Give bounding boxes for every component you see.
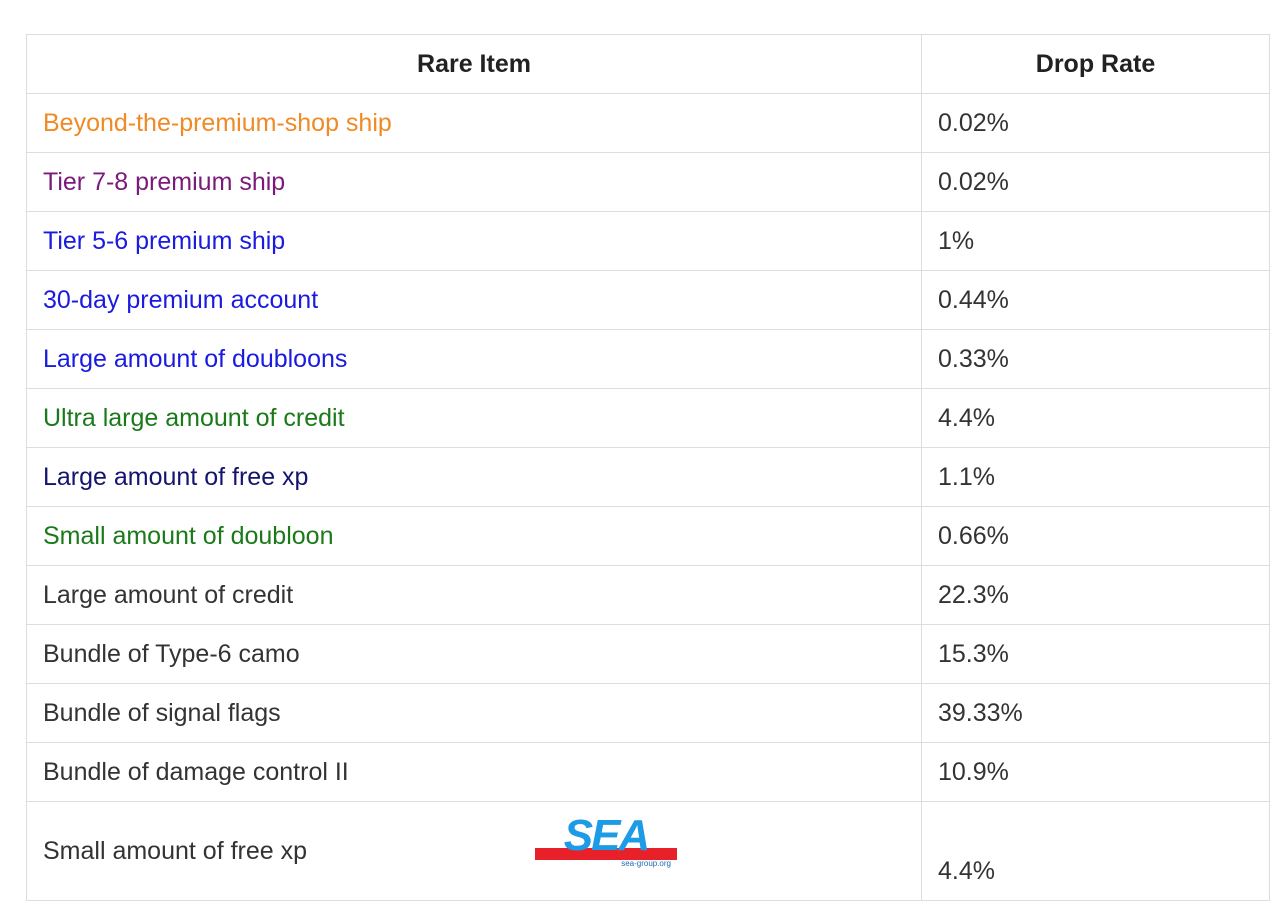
table-row: Large amount of free xp 1.1% [26, 447, 1270, 507]
table-row: Beyond-the-premium-shop ship 0.02% [26, 93, 1270, 153]
drop-rate: 0.66% [921, 506, 1270, 566]
item-name: Large amount of credit [26, 565, 922, 625]
item-name: Small amount of doubloon [26, 506, 922, 566]
drop-rate: 4.4% [921, 388, 1270, 448]
item-name: Bundle of signal flags [26, 683, 922, 743]
drop-rate: 4.4% [921, 801, 1270, 901]
table-row: Small amount of doubloon 0.66% [26, 506, 1270, 566]
item-name: Large amount of free xp [26, 447, 922, 507]
item-name: Ultra large amount of credit [26, 388, 922, 448]
drop-rate: 0.33% [921, 329, 1270, 389]
item-name: 30-day premium account [26, 270, 922, 330]
table-row: Ultra large amount of credit 4.4% [26, 388, 1270, 448]
drop-rate: 0.44% [921, 270, 1270, 330]
header-rare-item: Rare Item [26, 34, 922, 94]
header-drop-rate: Drop Rate [921, 34, 1270, 94]
drop-rate: 39.33% [921, 683, 1270, 743]
item-name: Small amount of free xp [43, 836, 308, 865]
svg-text:sea-group.org: sea-group.org [621, 859, 671, 868]
table-row: Bundle of signal flags 39.33% [26, 683, 1270, 743]
drop-rate: 0.02% [921, 93, 1270, 153]
table-row: Small amount of free xp SEA sea-group.or… [26, 801, 1270, 901]
table-row: Bundle of damage control II 10.9% [26, 742, 1270, 802]
drop-rate: 10.9% [921, 742, 1270, 802]
drop-rate: 22.3% [921, 565, 1270, 625]
item-name: Large amount of doubloons [26, 329, 922, 389]
drop-rate: 1.1% [921, 447, 1270, 507]
table-row: 30-day premium account 0.44% [26, 270, 1270, 330]
drop-rate: 1% [921, 211, 1270, 271]
table-header-row: Rare Item Drop Rate [26, 34, 1270, 94]
item-name: Bundle of damage control II [26, 742, 922, 802]
sea-group-logo: SEA sea-group.org [535, 811, 677, 868]
item-name: Tier 7-8 premium ship [26, 152, 922, 212]
item-name: Beyond-the-premium-shop ship [26, 93, 922, 153]
drop-rate: 0.02% [921, 152, 1270, 212]
drop-rate-table-container: Rare Item Drop Rate Beyond-the-premium-s… [26, 34, 1270, 901]
item-name-cell: Small amount of free xp SEA sea-group.or… [26, 801, 922, 901]
table-row: Large amount of doubloons 0.33% [26, 329, 1270, 389]
svg-text:SEA: SEA [564, 811, 648, 860]
table-row: Bundle of Type-6 camo 15.3% [26, 624, 1270, 684]
drop-rate: 15.3% [921, 624, 1270, 684]
item-name: Tier 5-6 premium ship [26, 211, 922, 271]
drop-rate-table: Rare Item Drop Rate Beyond-the-premium-s… [26, 34, 1270, 901]
item-name: Bundle of Type-6 camo [26, 624, 922, 684]
table-row: Large amount of credit 22.3% [26, 565, 1270, 625]
table-row: Tier 5-6 premium ship 1% [26, 211, 1270, 271]
table-row: Tier 7-8 premium ship 0.02% [26, 152, 1270, 212]
